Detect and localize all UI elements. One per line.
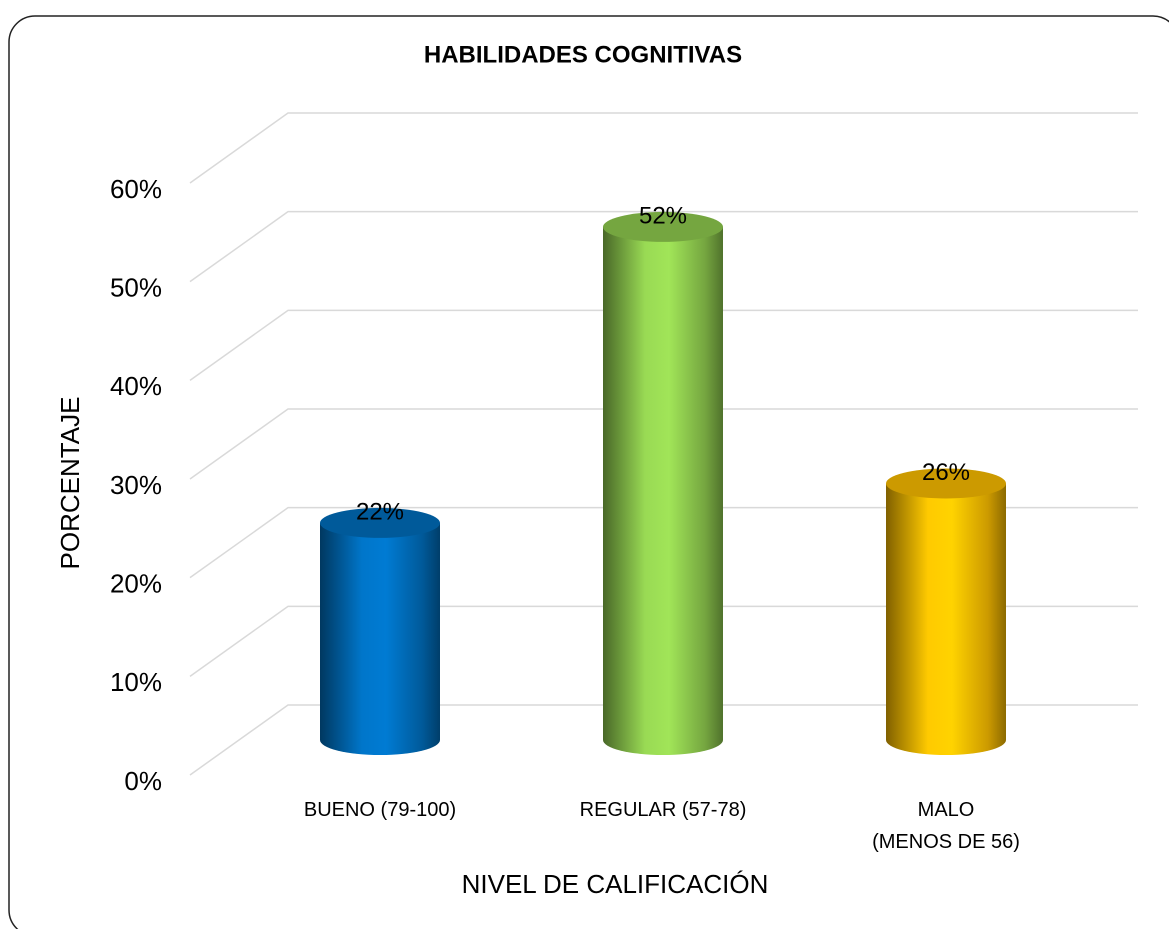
value-label: 22%	[356, 498, 404, 525]
x-axis-label: NIVEL DE CALIFICACIÓN	[462, 869, 769, 899]
chart-title: HABILIDADES COGNITIVAS	[424, 41, 742, 68]
bar	[320, 507, 440, 755]
bar-body	[320, 522, 440, 755]
y-tick-label: 0%	[124, 766, 162, 796]
value-label: 26%	[922, 459, 970, 486]
y-tick-label: 10%	[110, 667, 162, 697]
grid-line	[189, 309, 1138, 381]
grid-line	[189, 408, 1138, 480]
y-axis-label: PORCENTAJE	[55, 397, 85, 570]
grid-line	[189, 605, 1138, 677]
bar-top	[603, 211, 723, 242]
y-tick-label: 50%	[110, 273, 162, 303]
bar-body	[603, 226, 723, 755]
y-tick-label: 60%	[110, 174, 162, 204]
bar-top	[320, 507, 440, 538]
y-tick-label: 20%	[110, 569, 162, 599]
y-tick-label: 30%	[110, 470, 162, 500]
chart-border	[8, 15, 1169, 929]
bar-body	[886, 483, 1006, 755]
x-tick-label: REGULAR (57-78)	[579, 799, 747, 821]
bar-top	[886, 468, 1006, 499]
bar	[886, 468, 1006, 755]
y-tick-label: 40%	[110, 371, 162, 401]
bar	[603, 211, 723, 755]
x-tick-label: BUENO (79-100)	[303, 799, 457, 821]
x-tick-label: MALO (MENOS DE 56)	[872, 799, 1020, 853]
grid-line	[189, 506, 1138, 579]
grid-line	[189, 210, 1138, 283]
value-label: 52%	[639, 202, 687, 229]
grid-line	[189, 704, 1138, 776]
grid-line	[189, 112, 1138, 184]
